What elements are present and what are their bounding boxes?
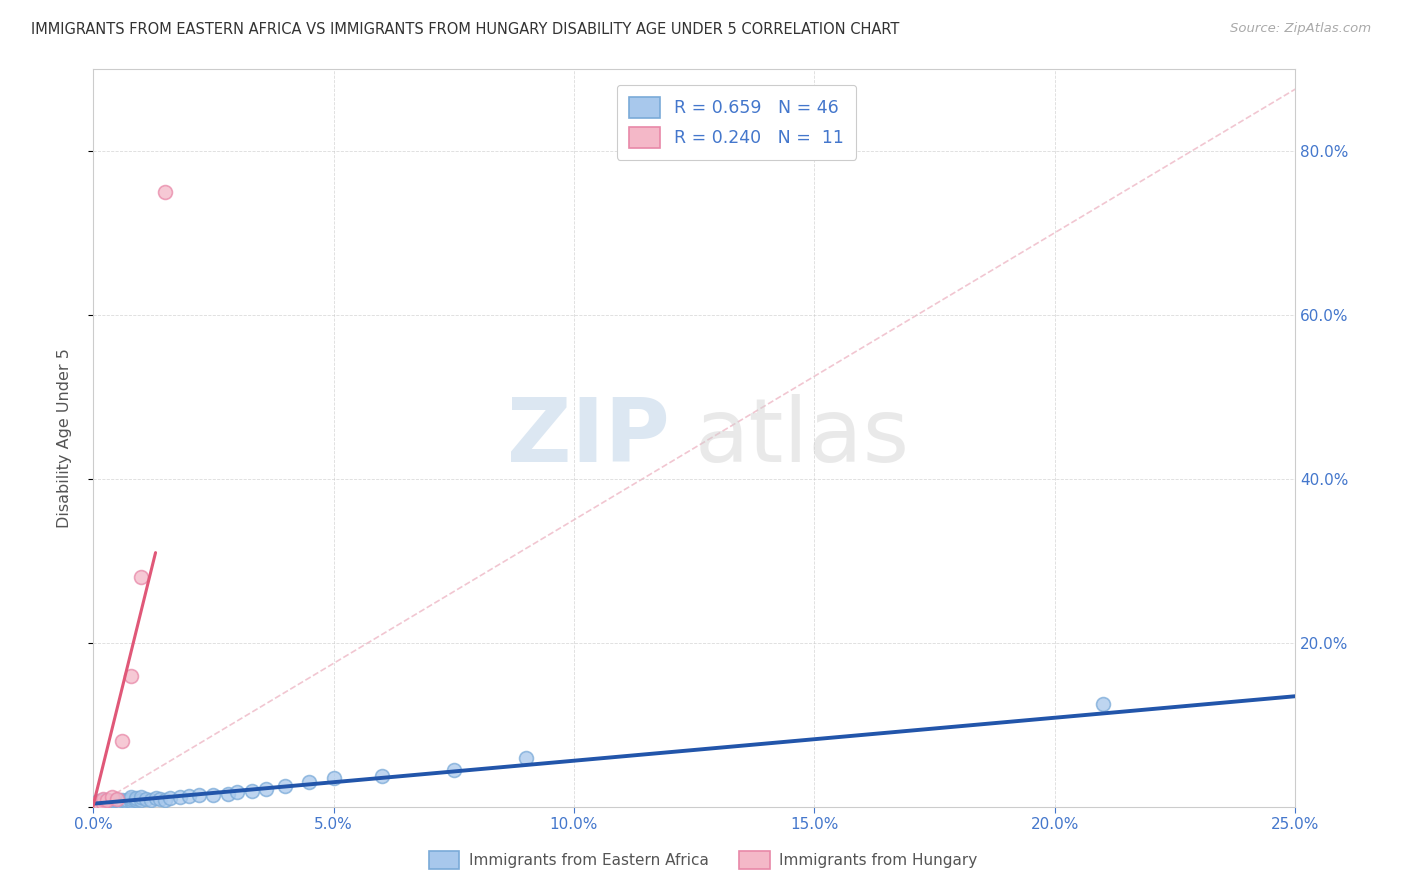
Point [370, 769, 392, 783]
Point [105, 792, 128, 806]
Point [1092, 698, 1115, 712]
Point [443, 763, 465, 777]
Point [105, 796, 128, 810]
Point [96, 795, 118, 809]
Point [149, 791, 172, 805]
Text: IMMIGRANTS FROM EASTERN AFRICA VS IMMIGRANTS FROM HUNGARY DISABILITY AGE UNDER 5: IMMIGRANTS FROM EASTERN AFRICA VS IMMIGR… [31, 22, 900, 37]
Point [153, 185, 176, 199]
Point [91, 791, 114, 805]
Point [121, 669, 143, 683]
Point [125, 791, 148, 805]
Text: atlas: atlas [695, 394, 910, 482]
Point [121, 791, 143, 805]
Legend: R = 0.659   N = 46, R = 0.240   N =  11: R = 0.659 N = 46, R = 0.240 N = 11 [617, 85, 856, 160]
Point [101, 794, 124, 808]
Point [135, 791, 157, 805]
Point [129, 792, 152, 806]
Text: ZIP: ZIP [508, 394, 671, 482]
Point [87, 797, 110, 812]
Point [101, 797, 124, 811]
Point [226, 785, 249, 799]
Point [169, 790, 191, 805]
Point [111, 734, 134, 748]
Point [274, 780, 297, 794]
Point [91, 797, 114, 812]
Point [322, 771, 344, 785]
Point [96, 793, 118, 807]
Point [111, 793, 134, 807]
Point [111, 796, 134, 810]
Y-axis label: Disability Age Under 5: Disability Age Under 5 [58, 348, 72, 528]
Point [129, 570, 152, 584]
Point [202, 789, 225, 803]
Legend: Immigrants from Eastern Africa, Immigrants from Hungary: Immigrants from Eastern Africa, Immigran… [423, 845, 983, 875]
Point [87, 797, 110, 812]
Point [91, 796, 114, 810]
Point [129, 790, 152, 805]
Point [121, 794, 143, 808]
Point [217, 787, 239, 801]
Point [87, 796, 110, 810]
Point [121, 790, 143, 805]
Point [91, 796, 114, 810]
Point [145, 791, 167, 805]
Point [87, 795, 110, 809]
Point [153, 792, 176, 806]
Point [159, 791, 181, 805]
Point [254, 781, 277, 796]
Point [187, 788, 209, 802]
Point [298, 775, 321, 789]
Point [139, 792, 162, 806]
Point [515, 750, 537, 764]
Point [115, 792, 138, 806]
Point [105, 791, 128, 805]
Point [115, 795, 138, 809]
Point [87, 794, 110, 808]
Point [105, 794, 128, 808]
Point [240, 783, 263, 797]
Text: Source: ZipAtlas.com: Source: ZipAtlas.com [1230, 22, 1371, 36]
Point [96, 793, 118, 807]
Point [125, 793, 148, 807]
Point [91, 793, 114, 807]
Point [96, 797, 118, 811]
Point [101, 790, 124, 805]
Point [179, 789, 201, 804]
